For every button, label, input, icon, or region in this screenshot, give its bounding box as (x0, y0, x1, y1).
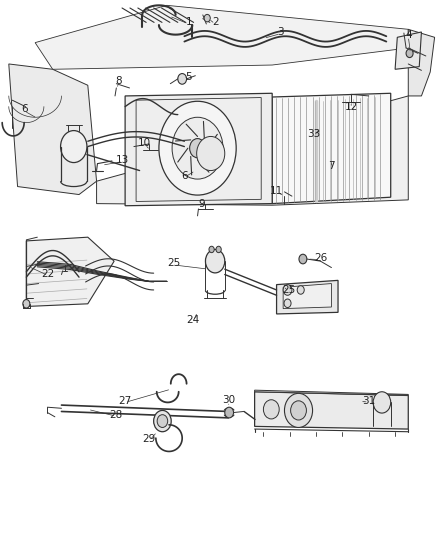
Polygon shape (96, 96, 407, 205)
Circle shape (208, 246, 214, 253)
Circle shape (224, 407, 233, 418)
Polygon shape (394, 32, 420, 69)
Text: 10: 10 (138, 138, 151, 148)
Polygon shape (35, 5, 407, 69)
Text: 8: 8 (115, 76, 122, 86)
Circle shape (177, 74, 186, 84)
Polygon shape (254, 390, 407, 395)
Polygon shape (254, 392, 407, 429)
Polygon shape (283, 284, 331, 309)
Text: 1: 1 (185, 18, 192, 27)
Circle shape (284, 393, 312, 427)
Text: 31: 31 (361, 396, 374, 406)
Circle shape (204, 14, 210, 22)
Text: 4: 4 (404, 30, 411, 39)
Polygon shape (407, 29, 434, 96)
Circle shape (298, 254, 306, 264)
Text: 2: 2 (211, 18, 218, 27)
Text: 12: 12 (344, 102, 357, 111)
Polygon shape (125, 93, 272, 206)
Circle shape (23, 300, 30, 308)
Circle shape (372, 392, 390, 413)
Text: 28: 28 (110, 410, 123, 419)
Circle shape (263, 400, 279, 419)
Polygon shape (26, 237, 114, 306)
Circle shape (159, 101, 236, 195)
Polygon shape (9, 64, 96, 195)
Text: 6: 6 (21, 104, 28, 114)
Text: 6: 6 (180, 171, 187, 181)
Circle shape (283, 285, 291, 295)
Text: 30: 30 (221, 395, 234, 405)
Text: 13: 13 (116, 155, 129, 165)
Circle shape (297, 286, 304, 294)
Text: 5: 5 (185, 72, 192, 82)
Text: 9: 9 (198, 199, 205, 208)
Text: 27: 27 (118, 396, 131, 406)
Text: 33: 33 (307, 130, 320, 139)
Circle shape (196, 136, 224, 171)
Text: 3: 3 (277, 27, 284, 37)
Polygon shape (272, 93, 390, 204)
Text: 7: 7 (327, 161, 334, 171)
Text: 22: 22 (42, 269, 55, 279)
Circle shape (283, 299, 290, 308)
Text: 25: 25 (282, 285, 295, 295)
Text: 24: 24 (186, 315, 199, 325)
Circle shape (290, 401, 306, 420)
Text: 11: 11 (269, 186, 283, 196)
Circle shape (153, 410, 171, 432)
Circle shape (189, 139, 205, 158)
Polygon shape (276, 280, 337, 314)
Circle shape (157, 415, 167, 427)
Circle shape (215, 246, 221, 253)
Text: 25: 25 (166, 259, 180, 268)
Circle shape (205, 249, 224, 273)
Circle shape (60, 131, 87, 163)
Text: 29: 29 (142, 434, 155, 444)
Circle shape (405, 49, 412, 58)
Circle shape (172, 117, 223, 179)
Text: 26: 26 (313, 253, 326, 263)
